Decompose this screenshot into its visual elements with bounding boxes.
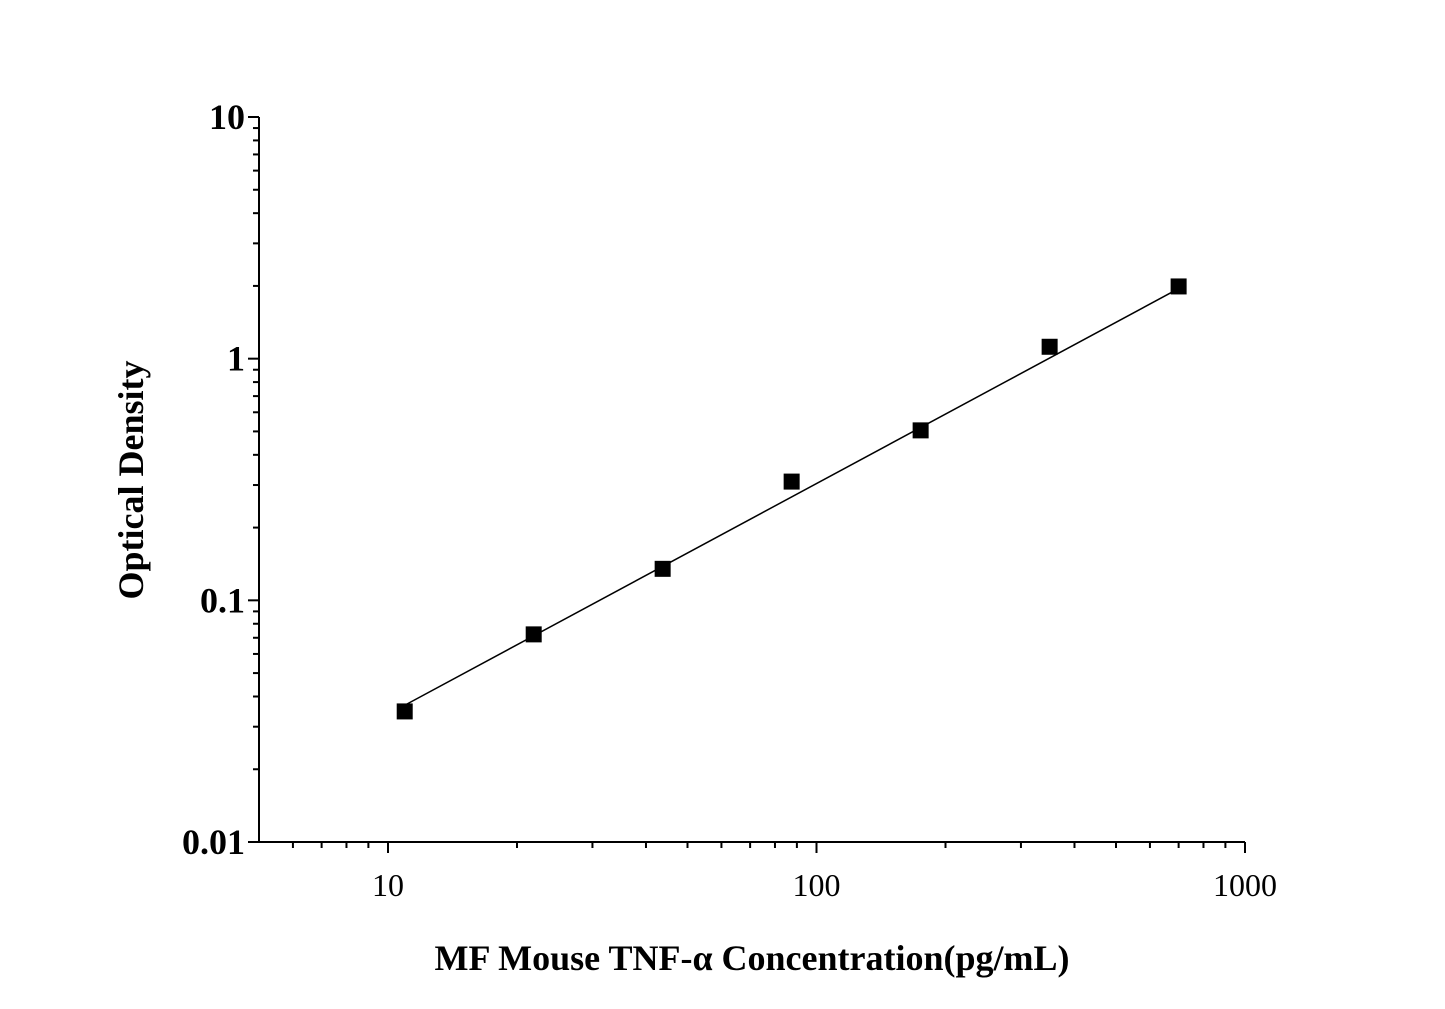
y-tick-label: 0.1 xyxy=(200,580,245,620)
data-point xyxy=(396,703,413,720)
fit-line xyxy=(404,287,1179,706)
x-axis-label: MF Mouse TNF-α Concentration(pg/mL) xyxy=(434,938,1069,978)
y-tick-label: 0.01 xyxy=(182,822,245,862)
data-point xyxy=(912,422,929,439)
data-point xyxy=(1041,338,1058,355)
x-tick-label: 1000 xyxy=(1213,867,1277,903)
y-axis-label: Optical Density xyxy=(111,361,151,600)
data-point xyxy=(1170,278,1187,295)
data-point xyxy=(654,560,671,577)
y-tick-label: 1 xyxy=(227,339,245,379)
data-point xyxy=(525,626,542,643)
x-tick-label: 100 xyxy=(792,867,840,903)
x-tick-label: 10 xyxy=(372,867,404,903)
y-tick-label: 10 xyxy=(209,97,245,137)
data-point xyxy=(783,473,800,490)
